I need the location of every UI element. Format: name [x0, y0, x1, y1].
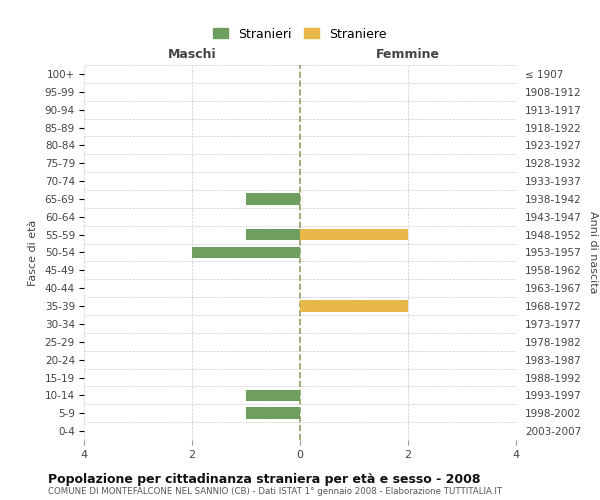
Text: Popolazione per cittadinanza straniera per età e sesso - 2008: Popolazione per cittadinanza straniera p…	[48, 472, 481, 486]
Bar	[300, 229, 408, 240]
Bar	[246, 229, 300, 240]
Text: Femmine: Femmine	[376, 48, 440, 61]
Bar	[246, 408, 300, 419]
Text: COMUNE DI MONTEFALCONE NEL SANNIO (CB) - Dati ISTAT 1° gennaio 2008 - Elaborazio: COMUNE DI MONTEFALCONE NEL SANNIO (CB) -…	[48, 488, 502, 496]
Y-axis label: Anni di nascita: Anni di nascita	[589, 211, 598, 294]
Bar	[246, 390, 300, 401]
Text: Maschi: Maschi	[167, 48, 217, 61]
Bar	[246, 193, 300, 204]
Bar	[192, 246, 300, 258]
Y-axis label: Fasce di età: Fasce di età	[28, 220, 38, 286]
Bar	[300, 300, 408, 312]
Legend: Stranieri, Straniere: Stranieri, Straniere	[208, 22, 392, 46]
